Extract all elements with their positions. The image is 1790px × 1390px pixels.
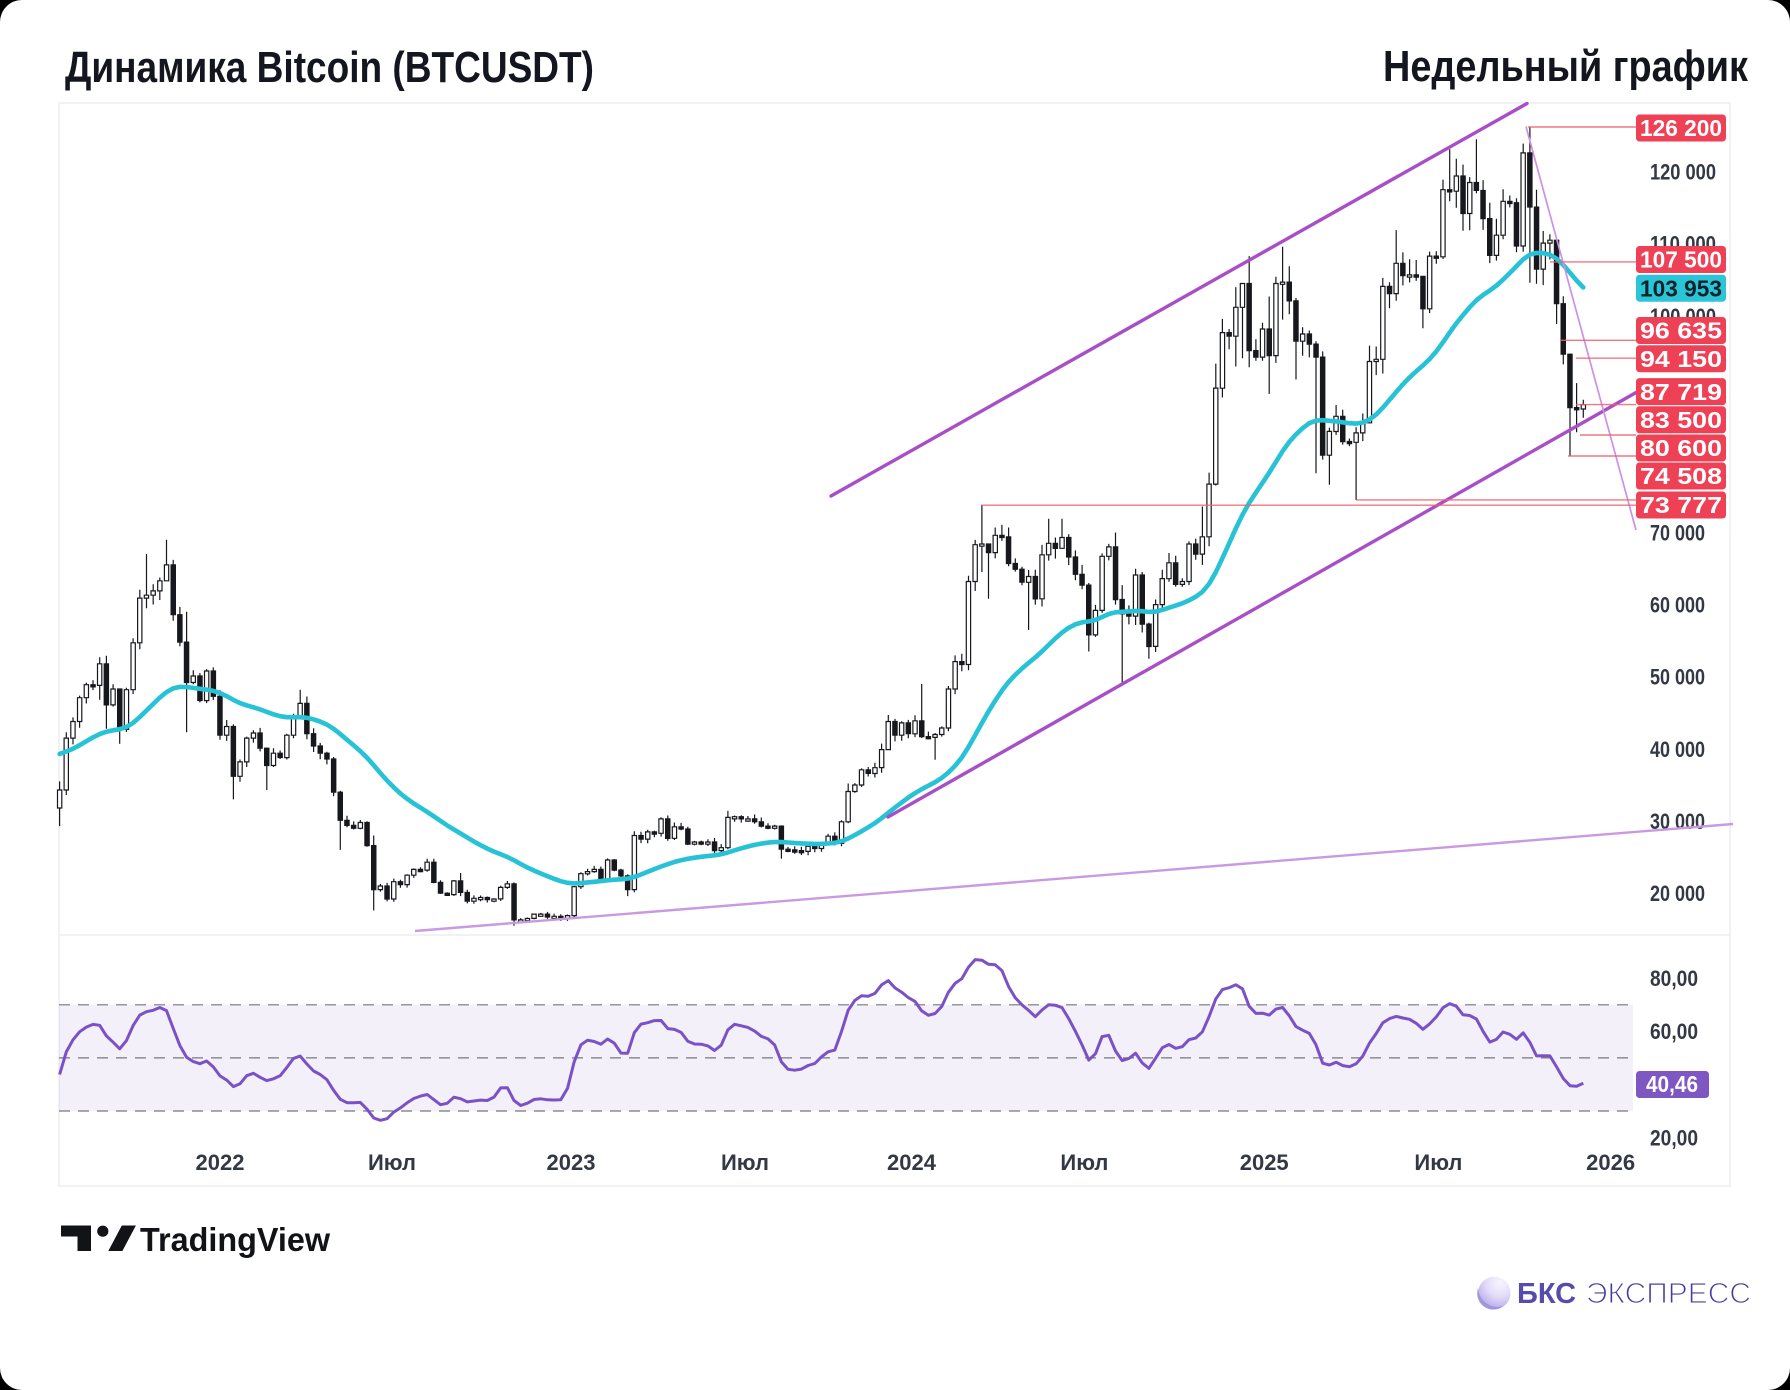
svg-text:40,46: 40,46 [1646, 1071, 1698, 1097]
svg-text:Июл: Июл [1414, 1150, 1462, 1175]
svg-text:107 500: 107 500 [1640, 247, 1722, 273]
svg-text:94 150: 94 150 [1640, 346, 1722, 372]
svg-text:Июл: Июл [721, 1150, 769, 1175]
svg-text:96 635: 96 635 [1640, 318, 1722, 344]
svg-text:2026: 2026 [1586, 1150, 1635, 1175]
svg-text:103 953: 103 953 [1640, 275, 1722, 301]
svg-text:Июл: Июл [368, 1150, 416, 1175]
svg-text:TradingView: TradingView [140, 1221, 330, 1258]
svg-text:50 000: 50 000 [1650, 665, 1705, 690]
svg-text:40 000: 40 000 [1650, 737, 1705, 762]
svg-text:Динамика Bitcoin (BTCUSDT): Динамика Bitcoin (BTCUSDT) [65, 43, 594, 92]
svg-text:120 000: 120 000 [1650, 160, 1716, 185]
svg-text:2024: 2024 [887, 1150, 937, 1175]
svg-text:70 000: 70 000 [1650, 520, 1705, 545]
svg-text:ЭКСПРЕСС: ЭКСПРЕСС [1586, 1278, 1751, 1310]
svg-text:80,00: 80,00 [1650, 966, 1698, 991]
svg-text:2022: 2022 [196, 1150, 245, 1175]
svg-text:83 500: 83 500 [1640, 407, 1722, 433]
svg-text:Недельный график: Недельный график [1383, 42, 1749, 91]
svg-text:73 777: 73 777 [1640, 492, 1722, 518]
svg-text:2025: 2025 [1240, 1150, 1289, 1175]
svg-text:60,00: 60,00 [1650, 1019, 1698, 1044]
svg-text:20,00: 20,00 [1650, 1125, 1698, 1150]
svg-text:2023: 2023 [547, 1150, 596, 1175]
svg-text:Июл: Июл [1060, 1150, 1108, 1175]
svg-text:74 508: 74 508 [1640, 463, 1722, 489]
svg-text:80 600: 80 600 [1640, 435, 1722, 461]
svg-text:20 000: 20 000 [1650, 881, 1705, 906]
svg-text:БКС: БКС [1517, 1278, 1576, 1310]
svg-text:87 719: 87 719 [1640, 379, 1722, 405]
svg-text:126 200: 126 200 [1640, 115, 1722, 141]
svg-text:60 000: 60 000 [1650, 592, 1705, 617]
